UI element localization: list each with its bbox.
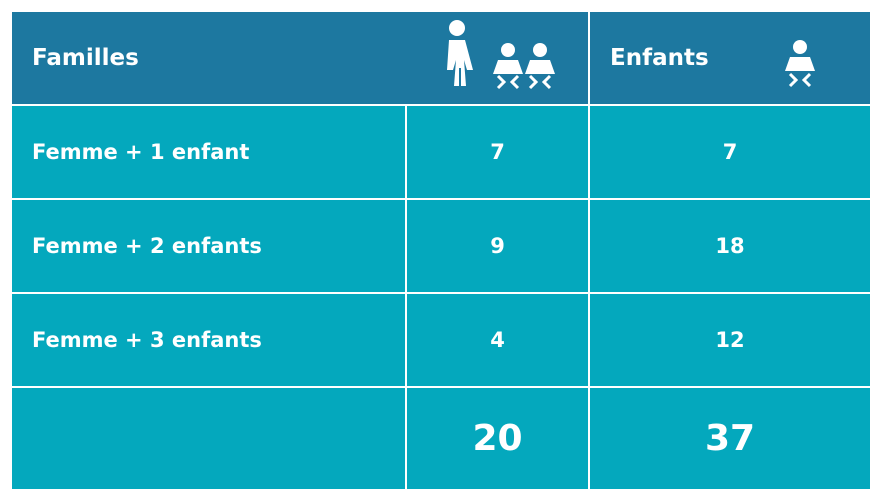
table-cell: Femme + 3 enfants (12, 294, 405, 386)
child-icon (785, 40, 815, 88)
cell-text: 37 (704, 418, 756, 459)
cell-text: 4 (490, 328, 505, 352)
cell-text: Femme + 1 enfant (32, 140, 250, 164)
table: Familles Enfants Femme + 1 enfant 7 7 Femme… (12, 12, 870, 489)
table-cell: 37 (590, 388, 870, 489)
table-cell: 18 (590, 200, 870, 292)
header-cell: Familles (12, 12, 588, 104)
cell-text: 9 (490, 234, 505, 258)
cell-text: Femme + 3 enfants (32, 328, 262, 352)
table-cell: 20 (407, 388, 588, 489)
cell-text: 20 (472, 418, 523, 459)
family-icon (447, 20, 555, 90)
header-label: Familles (32, 45, 139, 71)
header-cell: Enfants (590, 12, 870, 104)
table-cell: Femme + 1 enfant (12, 106, 405, 198)
table-cell: 9 (407, 200, 588, 292)
cell-text: Femme + 2 enfants (32, 234, 262, 258)
table-cell: Femme + 2 enfants (12, 200, 405, 292)
table-cell: 7 (590, 106, 870, 198)
table-cell: 12 (590, 294, 870, 386)
cell-text: 18 (715, 234, 745, 258)
cell-text: 7 (722, 140, 738, 164)
table-cell (12, 388, 405, 489)
table-cell: 7 (407, 106, 588, 198)
header-label: Enfants (610, 45, 709, 71)
cell-text: 7 (490, 140, 505, 164)
table-cell: 4 (407, 294, 588, 386)
cell-text: 12 (715, 328, 745, 352)
